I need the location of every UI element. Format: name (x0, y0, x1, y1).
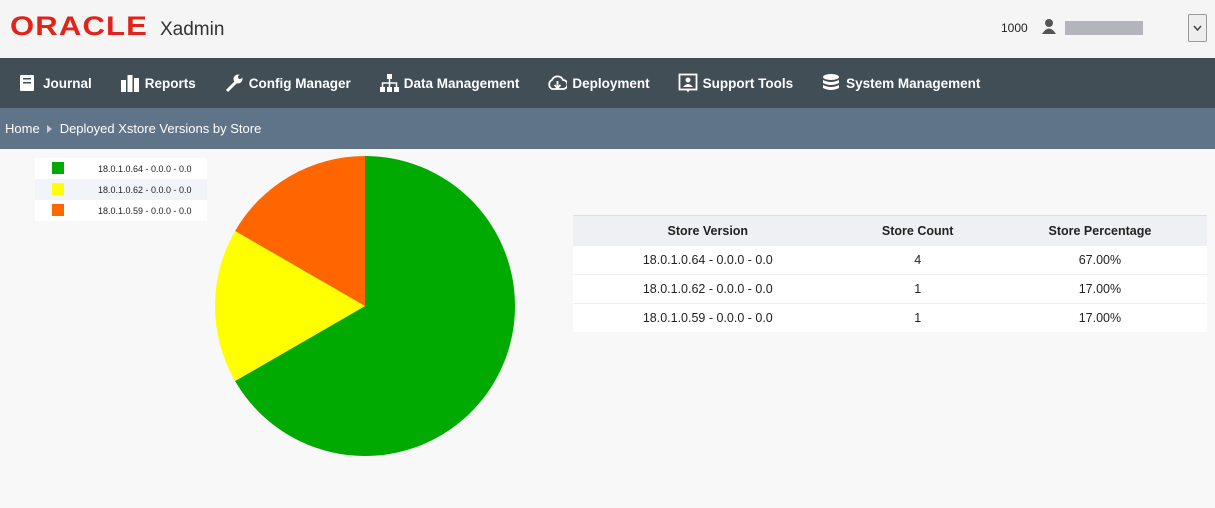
nav-icon (225, 74, 243, 93)
nav-icon (20, 75, 34, 91)
nav-item[interactable]: Deployment (547, 73, 650, 93)
column-header: Store Count (842, 215, 993, 246)
pie-slice (235, 156, 515, 456)
nav-bar: Journal Reports Config Manager Data Managem… (0, 58, 1215, 108)
table-cell: 4 (842, 245, 993, 275)
nav-label: Support Tools (702, 75, 794, 91)
user-icon (1042, 19, 1056, 34)
legend-swatch (52, 183, 64, 195)
breadcrumb-sep (46, 124, 52, 133)
table-cell: 18.0.1.0.64 - 0.0.0 - 0.0 (573, 245, 843, 275)
pie-chart: 18.0.1.0.64 - 0.0.0 - 0.0 18.0.1.0.62 - 0… (35, 156, 515, 456)
legend-swatch (52, 204, 64, 216)
user-id: 1000 (1001, 21, 1028, 35)
nav-item[interactable]: Support Tools (678, 73, 794, 93)
breadcrumb-current: Deployed Xstore Versions by Store (59, 121, 262, 136)
table-cell: 17.00% (992, 303, 1207, 332)
table-row: 18.0.1.0.64 - 0.0.0 - 0.0 4 67.00% (573, 245, 1207, 275)
table-cell: 67.00% (992, 245, 1207, 275)
legend-row (35, 200, 207, 221)
table-cell: 1 (842, 274, 993, 304)
table-row: 18.0.1.0.59 - 0.0.0 - 0.0 1 17.00% (573, 303, 1207, 332)
user-name (1065, 21, 1143, 35)
table-cell: 17.00% (992, 274, 1207, 304)
nav-item[interactable]: Journal (18, 73, 92, 93)
nav-label: Journal (43, 75, 92, 91)
legend-row (35, 158, 207, 179)
pie-slice (235, 156, 365, 306)
pie-slice (215, 231, 365, 381)
app-name: Xadmin (160, 19, 225, 40)
nav-icon (120, 75, 139, 92)
legend-label: 18.0.1.0.62 - 0.0.0 - 0.0 (98, 185, 192, 195)
legend-row (35, 179, 207, 200)
nav-label: Config Manager (248, 75, 351, 91)
nav-label: System Management (846, 75, 981, 91)
legend-label: 18.0.1.0.59 - 0.0.0 - 0.0 (98, 206, 192, 216)
nav-icon (678, 73, 697, 93)
nav-icon (548, 75, 568, 90)
column-header: Store Percentage (992, 215, 1207, 246)
nav-icon (823, 74, 840, 90)
table-cell: 18.0.1.0.62 - 0.0.0 - 0.0 (573, 274, 843, 304)
data-table: Store Version Store Count Store Percentage… (573, 215, 1207, 332)
breadcrumb: Home Deployed Xstore Versions by Store (0, 108, 1215, 149)
nav-label: Reports (144, 75, 196, 91)
table-cell: 18.0.1.0.59 - 0.0.0 - 0.0 (573, 303, 843, 332)
nav-icon (379, 74, 399, 92)
legend-label: 18.0.1.0.64 - 0.0.0 - 0.0 (98, 164, 192, 174)
nav-label: Deployment (572, 75, 650, 91)
nav-item[interactable]: Config Manager (224, 73, 351, 93)
table-row: 18.0.1.0.62 - 0.0.0 - 0.0 1 17.00% (573, 274, 1207, 304)
header: ORACLE Xadmin 1000 (0, 0, 1215, 58)
legend-swatch (52, 162, 64, 174)
table-cell: 1 (842, 303, 993, 332)
nav-label: Data Management (403, 75, 520, 91)
nav-item[interactable]: Reports (120, 73, 196, 93)
logo[interactable]: ORACLE (10, 11, 148, 41)
column-header: Store Version (573, 215, 843, 246)
user-dropdown[interactable] (1188, 14, 1207, 42)
breadcrumb-home[interactable]: Home (5, 121, 40, 136)
nav-item[interactable]: System Management (821, 73, 980, 93)
nav-item[interactable]: Data Management (379, 73, 520, 93)
